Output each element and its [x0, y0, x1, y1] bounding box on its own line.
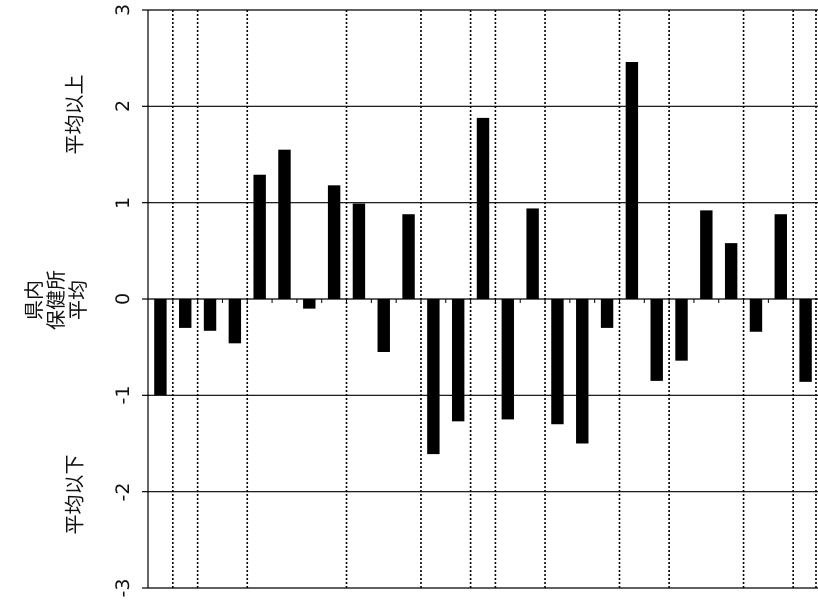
- y-tick-label-4: -1: [112, 385, 134, 405]
- bar-8: [352, 203, 366, 299]
- bar-18: [600, 299, 614, 328]
- bar-23: [724, 243, 738, 299]
- bar-5: [278, 149, 291, 299]
- prefecture-average-label: 県内 保健所 平均: [22, 241, 99, 359]
- bar-21: [675, 299, 688, 361]
- bar-14: [501, 299, 515, 420]
- bar-10: [402, 214, 415, 299]
- prefecture-average-line3: 平均: [66, 280, 90, 320]
- prefecture-average-line2: 保健所: [44, 270, 68, 330]
- bar-26: [799, 299, 812, 382]
- above-average-label: 平均以上: [62, 74, 87, 155]
- bar-1: [179, 299, 192, 328]
- prefecture-average-line1: 県内: [22, 280, 46, 320]
- bar-17: [576, 299, 589, 444]
- bar-20: [650, 299, 663, 381]
- bar-3: [228, 299, 242, 344]
- y-tick-label-1: 2: [112, 100, 134, 113]
- bar-4: [253, 174, 266, 299]
- bars: [154, 62, 812, 455]
- bar-13: [476, 117, 490, 299]
- below-average-label: 平均以下: [62, 454, 87, 535]
- y-tick-label-5: -2: [112, 482, 134, 502]
- bar-2: [203, 299, 217, 331]
- bar-24: [749, 299, 763, 332]
- bar-19: [625, 62, 639, 299]
- bar-16: [551, 299, 564, 425]
- y-tick-label-3: 0: [112, 292, 134, 306]
- bar-9: [377, 299, 390, 352]
- bar-15: [526, 208, 539, 299]
- bar-22: [700, 210, 713, 299]
- y-tick-label-2: 1: [112, 196, 134, 209]
- bar-0: [154, 299, 167, 396]
- plot-frame: [142, 9, 794, 589]
- bar-12: [451, 299, 465, 422]
- bar-6: [303, 299, 316, 309]
- bar-7: [327, 185, 341, 299]
- bar-11: [427, 299, 440, 455]
- y-tick-label-6: -3: [112, 578, 134, 598]
- bar-25: [774, 214, 787, 299]
- y-tick-label-0: 3: [112, 3, 134, 17]
